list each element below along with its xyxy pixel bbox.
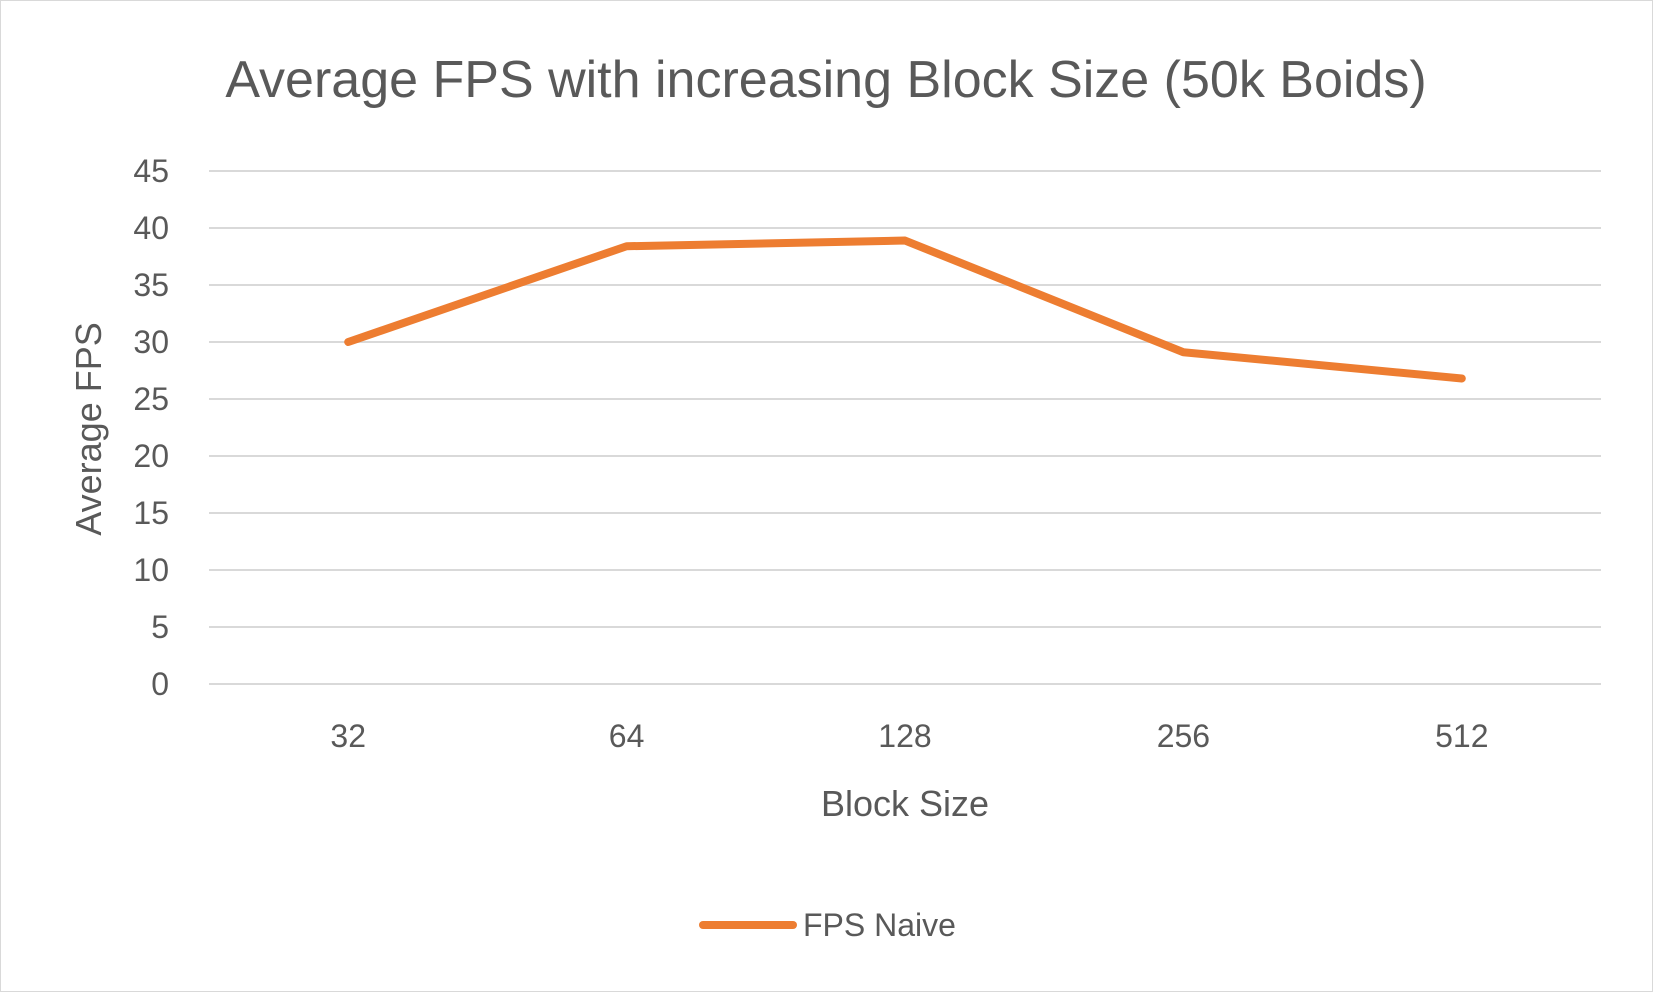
y-tick-label: 35 xyxy=(133,267,169,303)
x-tick-label: 512 xyxy=(1435,718,1488,754)
y-tick-label: 30 xyxy=(133,324,169,360)
gridlines xyxy=(209,171,1601,684)
x-axis-ticks: 32 64 128 256 512 xyxy=(330,718,1488,754)
y-tick-label: 10 xyxy=(133,552,169,588)
y-tick-label: 5 xyxy=(151,609,169,645)
series-layer xyxy=(348,240,1462,378)
y-axis-title: Average FPS xyxy=(68,322,109,535)
y-tick-label: 20 xyxy=(133,438,169,474)
x-tick-label: 64 xyxy=(609,718,645,754)
y-tick-label: 15 xyxy=(133,495,169,531)
legend: FPS Naive xyxy=(703,907,956,943)
x-tick-label: 256 xyxy=(1157,718,1210,754)
y-tick-label: 25 xyxy=(133,381,169,417)
x-axis-title: Block Size xyxy=(821,783,989,824)
y-tick-label: 0 xyxy=(151,666,169,702)
y-axis-ticks: 0 5 10 15 20 25 30 35 40 45 xyxy=(133,153,169,702)
legend-label-fps-naive: FPS Naive xyxy=(803,907,956,943)
series-line-fps-naive xyxy=(348,241,1462,379)
x-tick-label: 32 xyxy=(330,718,366,754)
chart-title: Average FPS with increasing Block Size (… xyxy=(225,51,1426,109)
y-tick-label: 40 xyxy=(133,210,169,246)
y-tick-label: 45 xyxy=(133,153,169,189)
x-tick-label: 128 xyxy=(878,718,931,754)
